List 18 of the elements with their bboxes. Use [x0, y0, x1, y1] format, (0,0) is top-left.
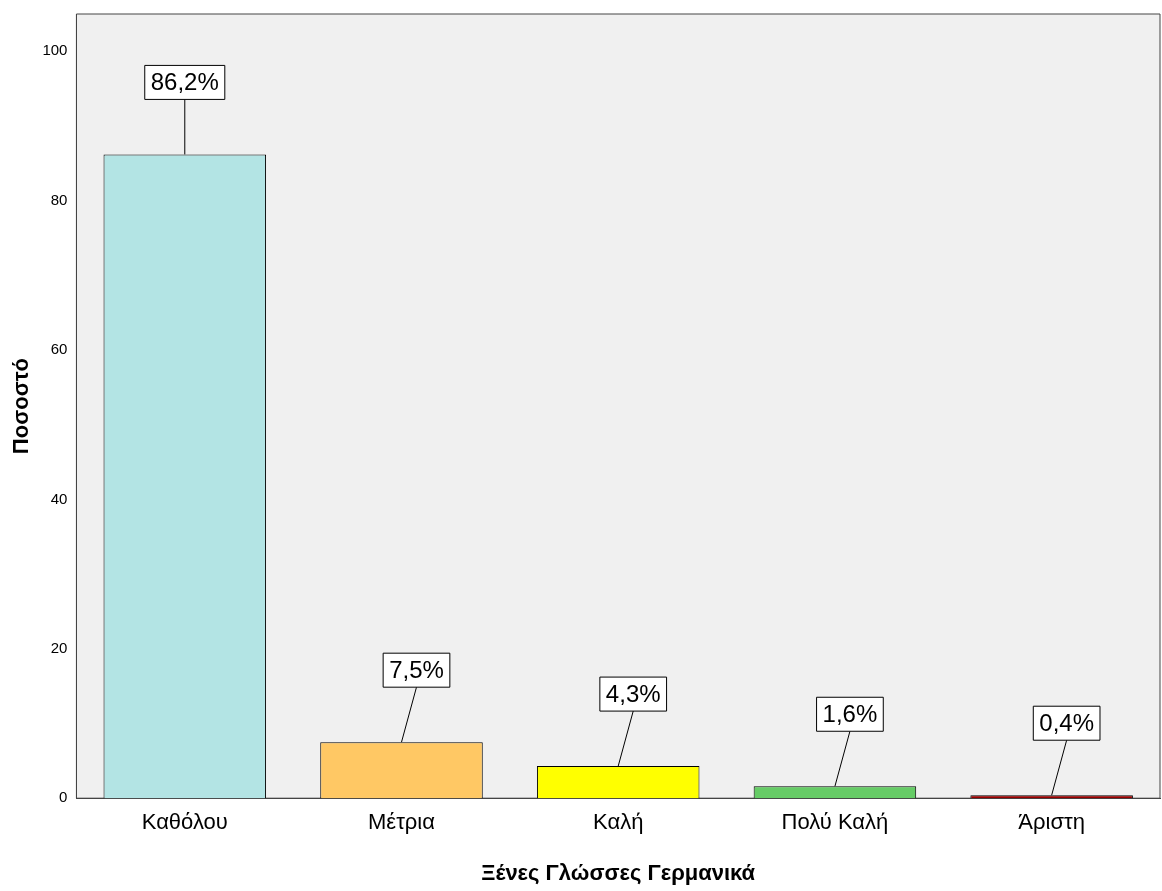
x-tick-label: Καθόλου: [141, 809, 228, 835]
data-label: 1,6%: [822, 699, 878, 727]
y-tick-label: 40: [50, 489, 68, 507]
x-tick-label: Άριστη: [1018, 809, 1085, 835]
y-tick-label: 80: [50, 190, 68, 208]
data-label: 86,2%: [150, 68, 219, 96]
y-axis-title: Ποσοστό: [8, 358, 34, 455]
y-tick-label: 60: [50, 340, 68, 358]
data-label: 0,4%: [1039, 708, 1094, 736]
x-tick-label: Καλή: [593, 809, 644, 835]
x-axis-title: Ξένες Γλώσσες Γερμανικά: [481, 859, 756, 885]
data-label: 7,5%: [389, 655, 444, 683]
y-tick-label: 20: [50, 638, 68, 656]
data-label: 4,3%: [605, 679, 661, 707]
x-tick-label: Πολύ Καλή: [781, 809, 889, 835]
x-tick-label: Μέτρια: [368, 809, 436, 835]
y-tick-label: 0: [59, 788, 68, 806]
y-tick-label: 100: [42, 41, 68, 59]
